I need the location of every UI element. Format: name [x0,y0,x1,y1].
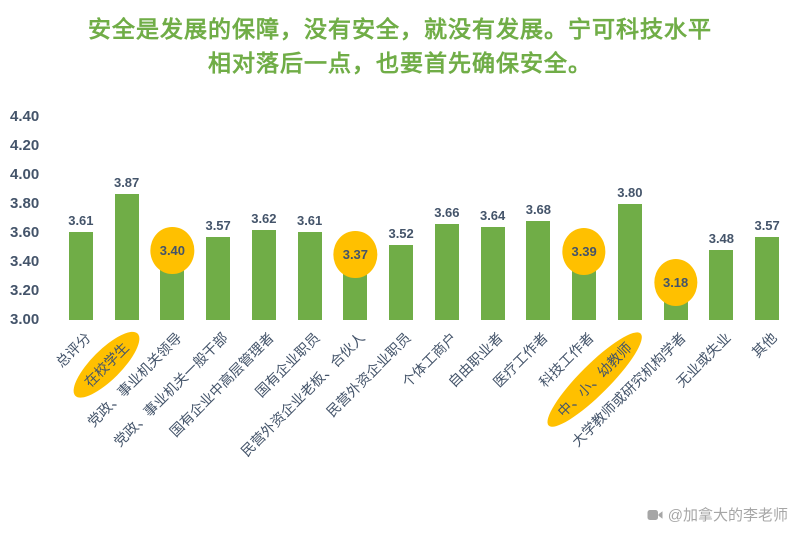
bar [206,237,231,320]
bar [755,237,780,320]
y-tick-label: 4.20 [10,137,40,154]
y-tick-label: 4.00 [10,166,40,183]
watermark: @加拿大的李老师 [647,504,788,525]
bar-column: 3.66 [424,117,470,320]
bar [297,231,322,320]
bar [251,230,276,320]
bar-column: 3.64 [470,117,516,320]
bar-value-label: 3.62 [251,211,277,227]
bar-value-label: 3.87 [113,174,140,190]
x-axis-labels: 总评分 在校学生 党政、事业机关领导 党政、事业机关一般干部 国有企业中高层管理者 国有企… [53,323,790,494]
bar [68,231,93,320]
bar-column: 3.61 [287,117,333,320]
bar [389,244,414,320]
bar-column: 3.80 [607,117,653,320]
bar-column: 3.52 [378,117,424,320]
bar [480,227,505,320]
bar-value-label: 3.66 [434,205,460,221]
watermark-text: @加拿大的李老师 [667,507,788,524]
bar-value-label: 3.57 [205,218,231,234]
bar-column: 3.37 [333,117,379,320]
y-tick-label: 3.00 [10,311,40,328]
bar-column: 3.18 [653,117,699,320]
bar-value-label: 3.61 [68,212,94,228]
bar-value-label: 3.18 [653,258,698,306]
bar-value-label: 3.61 [296,212,323,228]
bar-column: 3.62 [241,117,287,320]
bar-column: 3.39 [561,117,607,320]
bar-value-label: 3.57 [754,218,780,234]
bar [526,221,551,320]
bar [709,250,734,320]
bar-column: 3.61 [58,117,104,320]
bar-value-label: 3.48 [708,231,735,247]
video-camera-icon [647,508,663,522]
bar-value-label: 3.52 [388,225,414,241]
chart-title-line1: 安全是发展的保障，没有安全，就没有发展。宁可科技水平 [88,16,712,42]
bar-column: 3.57 [195,117,241,320]
bar-column: 3.87 [104,117,150,320]
bar-column: 3.48 [699,117,745,320]
bar-column: 3.68 [516,117,562,320]
bar-value-label: 3.80 [617,185,643,200]
x-axis-category-label: 其他 [748,329,780,361]
bar [434,224,459,320]
bar-value-label: 3.40 [150,227,195,274]
bar-column: 3.40 [150,117,196,320]
bar-value-label: 3.68 [525,202,552,218]
bar [114,193,139,320]
bar-column: 3.57 [744,117,790,320]
chart-title-line2: 相对落后一点，也要首先确保安全。 [208,50,592,76]
y-tick-label: 3.80 [10,195,40,212]
y-tick-label: 3.40 [10,253,40,270]
y-tick-label: 4.40 [10,108,40,125]
y-tick-label: 3.60 [10,224,40,241]
y-tick-label: 3.20 [10,282,40,299]
bar-value-label: 3.64 [479,208,506,224]
chart-title: 安全是发展的保障，没有安全，就没有发展。宁可科技水平 相对落后一点，也要首先确保… [0,12,800,80]
bar-value-label: 3.37 [333,231,378,279]
bar [617,204,642,320]
plot-area: 3.61 3.87 3.40 3.57 3.62 3.61 3.37 3.52 3.66 3.64… [58,117,790,320]
bar-value-label: 3.39 [562,228,606,276]
